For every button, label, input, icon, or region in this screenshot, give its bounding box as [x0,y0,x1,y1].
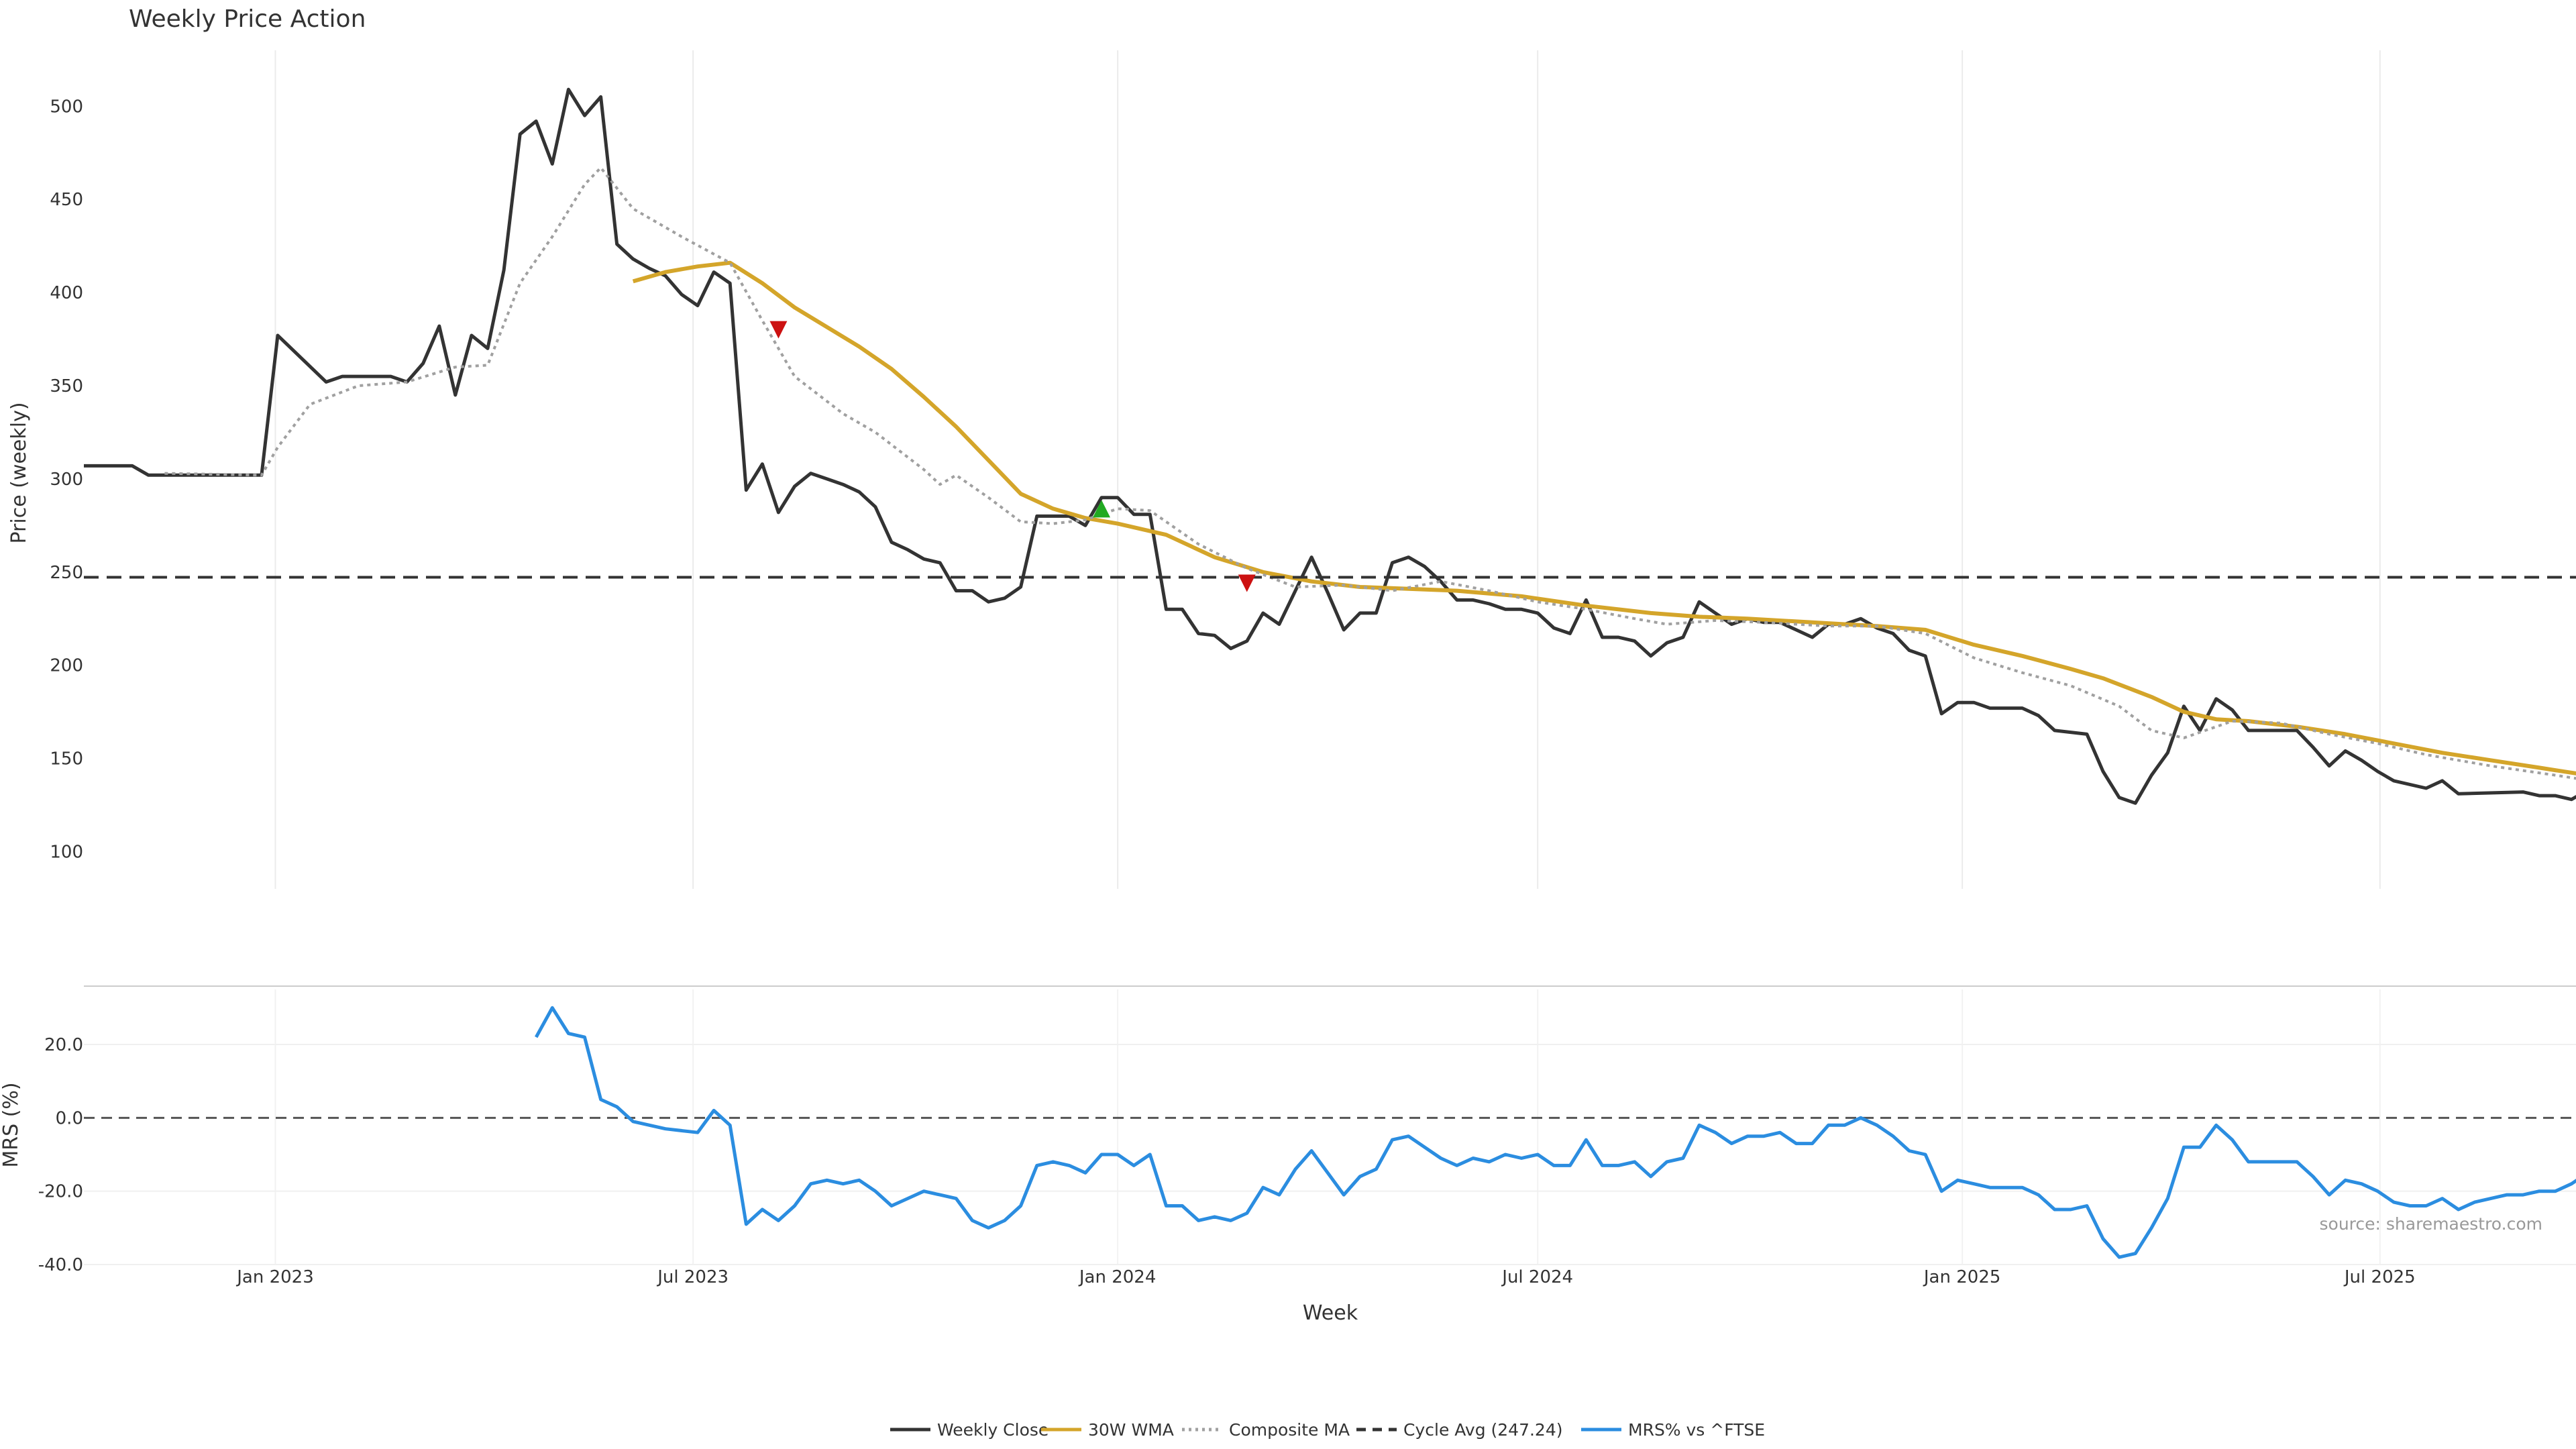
price-y-ticks: 100 150 200 250 300 350 400 450 500 [50,97,83,862]
mrs-y-tick-label: 20.0 [44,1035,83,1055]
legend-label: Composite MA [1229,1420,1350,1440]
price-y-tick-label: 500 [50,97,83,117]
price-y-tick-label: 200 [50,656,83,676]
price-y-tick-label: 150 [50,749,83,769]
mrs-y-ticks: -40.0 -20.0 0.0 20.0 [38,1035,2576,1275]
x-tick-label: Jul 2025 [2343,1267,2416,1287]
legend-label: Weekly Close [937,1420,1049,1440]
legend-label: MRS% vs ^FTSE [1628,1420,1765,1440]
mrs-y-tick-label: -20.0 [38,1182,83,1202]
sell-signal-marker [1238,574,1256,592]
price-y-axis-label: Price (weekly) [7,402,31,543]
x-tick-label: Jan 2023 [235,1267,314,1287]
mrs-y-axis-label: MRS (%) [0,1082,23,1167]
price-series [84,87,2576,805]
price-y-tick-label: 450 [50,190,83,210]
sell-signal-marker [769,321,788,339]
mrs-panel: -40.0 -20.0 0.0 20.0 MRS (%) [0,1006,2576,1275]
x-tick-label: Jan 2025 [1923,1267,2001,1287]
x-axis-ticks: Jan 2023 Jul 2023 Jan 2024 Jul 2024 Jan 2025… [235,1267,2415,1287]
mrs-series [84,1006,2576,1259]
price-y-tick-label: 350 [50,376,83,396]
legend-entry-cycle-avg-247-24: Cycle Avg (247.24) [1356,1420,1563,1440]
x-tick-label: Jul 2023 [656,1267,729,1287]
x-tick-label: Jan 2024 [1078,1267,1157,1287]
buy-signal-marker [1093,500,1111,518]
legend-label: 30W WMA [1088,1420,1174,1440]
legend-label: Cycle Avg (247.24) [1403,1420,1563,1440]
chart-title: Weekly Price Action [129,5,366,33]
x-axis-label: Week [1303,1301,1358,1325]
legend-entry-weekly-close: Weekly Close [890,1420,1049,1440]
legend-entry-mrs-vs-ftse: MRS% vs ^FTSE [1581,1420,1765,1440]
source-note: source: sharemaestro.com [2320,1214,2543,1234]
legend-entry-composite-ma: Composite MA [1182,1420,1350,1440]
legend: Weekly Close 30W WMA Composite MA Cycle Avg… [890,1420,1765,1440]
signal-markers [769,321,1256,592]
mrs-line [535,1006,2576,1259]
mrs-y-tick-label: -40.0 [38,1255,83,1275]
30w-wma-line [632,260,2576,775]
price-vertical-grid [274,50,2381,1265]
price-panel: 100 150 200 250 300 350 400 450 500 Price (weekl… [7,50,2576,1265]
price-y-tick-label: 300 [50,470,83,490]
price-y-tick-label: 400 [50,283,83,303]
weekly-close-line [84,87,2576,805]
price-y-tick-label: 100 [50,842,83,862]
legend-entry-30w-wma: 30W WMA [1041,1420,1174,1440]
mrs-y-tick-label: 0.0 [56,1108,83,1128]
composite-ma-line [164,166,2576,780]
price-y-tick-label: 250 [50,563,83,583]
x-tick-label: Jul 2024 [1501,1267,1573,1287]
